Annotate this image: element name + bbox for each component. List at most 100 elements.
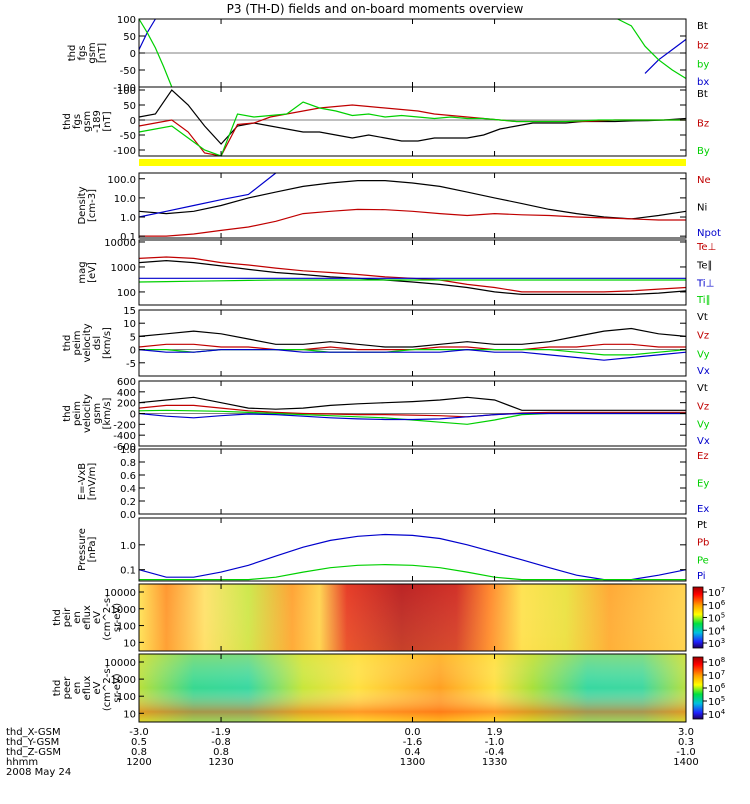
- colorbar-base: 10: [708, 697, 721, 708]
- panel-bg-efield: [139, 449, 686, 514]
- colorbar-base: 10: [708, 710, 721, 721]
- y-axis-label-line: thd: [62, 113, 73, 130]
- series-fgs2-By: [138, 101, 686, 157]
- colorbar-exponent: 5: [721, 612, 725, 620]
- y-axis-label-line: sr-eV): [112, 603, 123, 632]
- panel-pressure: 1.0 0.1 Pt Pb Pe Pi Pressure [nPa]: [77, 517, 709, 582]
- series-temp-Ti∥: [138, 279, 686, 283]
- y-tick-label: 100: [117, 622, 136, 633]
- legend-fgs2-Bz: Bz: [697, 119, 709, 130]
- colorbar-tick-label: 104: [708, 708, 726, 721]
- footer-value: 0.5: [131, 737, 147, 748]
- footer-label: thd_Y-GSM: [6, 737, 59, 748]
- colorbar-tick-label: 108: [708, 656, 725, 669]
- colorbar-base: 10: [708, 684, 721, 695]
- footer-value: -1.9: [211, 727, 231, 738]
- footer-value: 0.4: [405, 747, 421, 758]
- y-tick-label: 10000: [104, 238, 136, 249]
- y-tick-label: -50: [120, 66, 136, 77]
- y-tick-label: -50: [120, 131, 136, 142]
- y-axis-label-line: [km/s]: [102, 397, 113, 429]
- y-axis-label-line: gsm: [87, 42, 98, 63]
- colorbar-base: 10: [708, 639, 721, 650]
- footer-label: 2008 May 24: [6, 767, 71, 778]
- panel-fgs: 100 50 0 -50 -100 Bt bz by bx thd fgs gsm [nT]: [67, 15, 709, 94]
- colorbar-base: 10: [708, 658, 721, 669]
- y-tick-label: 100: [117, 692, 136, 703]
- y-axis-label-line: peer: [62, 676, 73, 700]
- series-fgs2-Bz: [138, 104, 686, 157]
- footer-value: -1.6: [403, 737, 423, 748]
- y-tick-label: 1.0: [120, 213, 136, 224]
- legend-pressure-Pi: Pi: [697, 571, 706, 582]
- colorbar-tick-label: 105: [708, 695, 725, 708]
- footer-value: 1.9: [487, 727, 503, 738]
- panel-fgs2: 100 50 0 -50 -100 Bt Bz By thd fgs gsm -189 [nT]: [62, 86, 710, 157]
- legend-fgs2-By: By: [697, 146, 710, 157]
- y-tick-label: 600: [117, 377, 136, 388]
- y-axis-label-line: thd: [62, 405, 73, 422]
- legend-vdsl-Vz: Vz: [697, 331, 709, 342]
- footer-value: 1300: [400, 757, 425, 768]
- y-tick-label: -100: [113, 83, 136, 94]
- y-tick-label: 0.4: [120, 484, 136, 495]
- y-tick-label: 50: [123, 32, 136, 43]
- legend-pressure-Pt: Pt: [697, 520, 707, 531]
- y-tick-label: 100: [117, 86, 136, 97]
- y-tick-label: 0.6: [120, 471, 136, 482]
- y-axis-label-line: [cm-3]: [87, 189, 98, 222]
- chart-title: P3 (TH-D) fields and on-board moments ov…: [227, 2, 524, 16]
- y-tick-label: 200: [117, 399, 136, 410]
- legend-vdsl-Vy: Vy: [697, 349, 710, 360]
- colorbar-exponent: 6: [721, 682, 726, 690]
- colorbar-base: 10: [708, 588, 721, 599]
- y-tick-label: -600: [113, 442, 136, 453]
- colorbar-tick-label: 107: [708, 669, 725, 682]
- y-tick-label: 10: [123, 638, 136, 649]
- y-axis-label-line: [nT]: [97, 43, 108, 63]
- y-axis-label-line: thd: [52, 609, 63, 626]
- colorbar-exponent: 6: [721, 599, 726, 607]
- legend-efield-Ex: Ex: [697, 504, 709, 515]
- spectrogram-shading: [139, 584, 686, 651]
- series-vdsl-Vt: [138, 327, 687, 348]
- legend-vdsl-Vx: Vx: [697, 366, 710, 377]
- y-tick-label: 400: [117, 388, 136, 399]
- legend-vdsl-Vt: Vt: [697, 312, 708, 323]
- colorbar-exponent: 7: [721, 669, 725, 677]
- y-tick-label: 0: [130, 346, 136, 357]
- series-fgs-by: [138, 18, 687, 88]
- y-tick-label: 10000: [104, 588, 136, 599]
- colorbar-base: 10: [708, 626, 721, 637]
- legend-temp-Ti∥: Ti∥: [696, 295, 711, 306]
- y-tick-label: 10: [123, 319, 136, 330]
- y-axis-label-line: en: [72, 611, 83, 624]
- y-tick-label: 0.8: [120, 458, 136, 469]
- legend-density-Ne: Ne: [697, 175, 711, 186]
- legend-efield-Ez: Ez: [697, 451, 709, 462]
- footer-label: hhmm: [6, 757, 38, 768]
- y-axis-label-line: dsl: [92, 336, 103, 350]
- panel-bg-temp: [139, 240, 686, 305]
- colorbar-peer: [692, 656, 704, 720]
- footer-value: 0.3: [678, 737, 694, 748]
- y-tick-label: 10000: [104, 658, 136, 669]
- colorbar-exponent: 7: [721, 586, 725, 594]
- legend-vgsm-Vt: Vt: [697, 383, 708, 394]
- footer-value: 0.0: [405, 727, 421, 738]
- y-tick-label: 0.1: [120, 566, 136, 577]
- y-tick-label: 0: [130, 49, 136, 60]
- panel-efield: 1.0 0.8 0.6 0.4 0.2 0.0 Ez Ey Ex E=-VxB [mV/m]: [77, 445, 709, 521]
- series-density-Ne: [139, 208, 686, 237]
- legend-density-Npot: Npot: [697, 228, 721, 239]
- legend-density-Ni: Ni: [697, 203, 707, 214]
- y-tick-label: 0: [130, 410, 136, 421]
- footer-value: 0.8: [213, 747, 229, 758]
- series-vgsm-Vt: [138, 396, 686, 411]
- y-axis-label-line: thd: [62, 335, 73, 352]
- legend-fgs-Bt: Bt: [697, 21, 708, 32]
- y-axis-label-line: thd: [52, 680, 63, 697]
